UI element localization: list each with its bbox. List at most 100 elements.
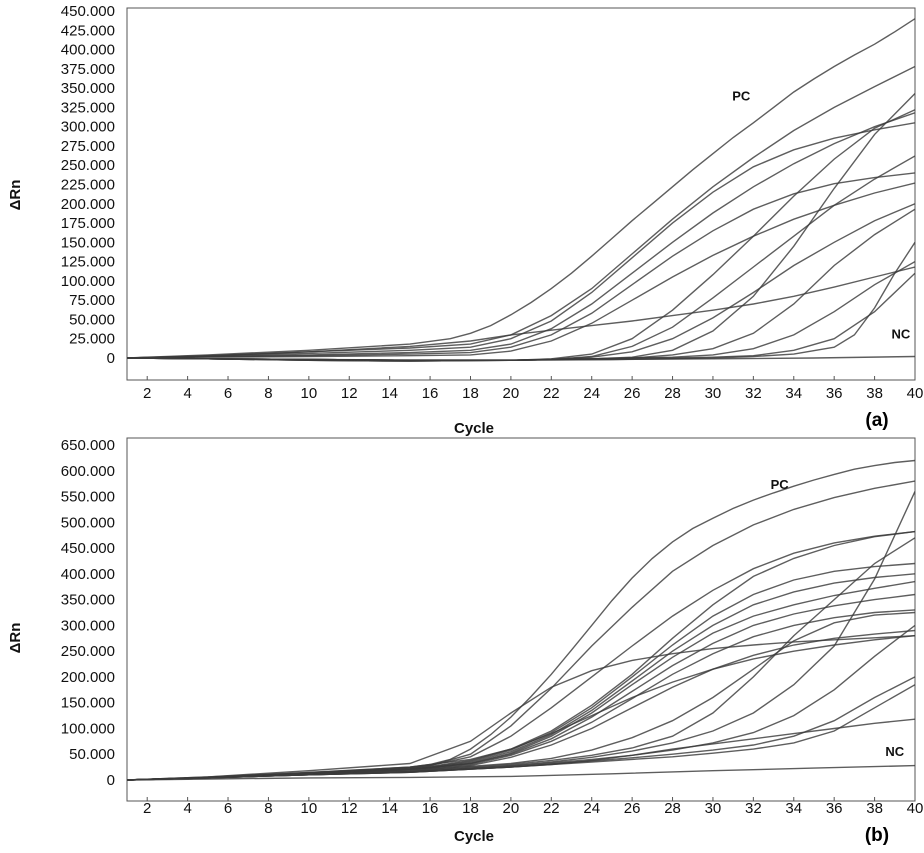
- x-tick-label: 8: [264, 385, 272, 402]
- annotation-nc: NC: [891, 327, 910, 342]
- x-tick-label: 10: [301, 385, 318, 402]
- panel-label: (b): [865, 825, 889, 846]
- x-tick-label: 22: [543, 800, 560, 817]
- x-tick-label: 26: [624, 385, 641, 402]
- y-tick-label: 300.000: [61, 119, 115, 136]
- chart-panel-a: 2 4 6 8 10 12 14 16 18 20 22 24 26 28 30 32 34 36 38 40025.…: [7, 3, 923, 437]
- y-tick-label: 600.000: [61, 463, 115, 480]
- y-tick-label: 275.000: [61, 138, 115, 155]
- y-tick-label: 650.000: [61, 437, 115, 454]
- x-tick-label: 24: [583, 800, 600, 817]
- y-tick-label: 75.000: [69, 292, 115, 309]
- series-line-20: [127, 764, 915, 781]
- series-line-3: [127, 122, 915, 359]
- y-tick-label: 300.000: [61, 617, 115, 634]
- series-group: [127, 18, 915, 362]
- x-tick-label: 20: [503, 800, 520, 817]
- panel-label: (a): [865, 410, 888, 431]
- x-tick-label: 14: [381, 800, 398, 817]
- y-tick-label: 125.000: [61, 254, 115, 271]
- x-tick-label: 10: [301, 800, 318, 817]
- chart-panel-b: 2 4 6 8 10 12 14 16 18 20 22 24 26 28 30 32 34 36 38 40050.…: [7, 437, 923, 846]
- x-tick-label: 18: [462, 385, 479, 402]
- x-tick-label: 34: [785, 800, 802, 817]
- y-tick-label: 50.000: [69, 746, 115, 763]
- x-tick-label: 12: [341, 385, 358, 402]
- series-group: [127, 459, 915, 781]
- x-tick-label: 12: [341, 800, 358, 817]
- series-line-7: [127, 266, 915, 359]
- y-tick-label: 550.000: [61, 489, 115, 506]
- annotation-pc: PC: [732, 88, 751, 103]
- series-line-11: [127, 635, 915, 781]
- series-line-10: [127, 629, 915, 781]
- x-tick-label: 36: [826, 385, 843, 402]
- plot-frame: [126, 437, 916, 802]
- x-tick-label: 32: [745, 800, 762, 817]
- x-tick-label: 4: [183, 385, 191, 402]
- y-tick-label: 450.000: [61, 3, 115, 20]
- x-tick-label: 20: [503, 385, 520, 402]
- x-tick-label: 24: [583, 385, 600, 402]
- y-tick-label: 0: [107, 772, 115, 789]
- y-tick-label: 400.000: [61, 42, 115, 59]
- y-tick-label: 225.000: [61, 177, 115, 194]
- x-tick-label: 30: [705, 385, 722, 402]
- x-tick-label: 30: [705, 800, 722, 817]
- y-tick-label: 100.000: [61, 720, 115, 737]
- x-tick-label: 8: [264, 800, 272, 817]
- y-tick-label: 500.000: [61, 514, 115, 531]
- series-line-1: [127, 18, 915, 359]
- y-axis-label: ΔRn: [7, 180, 24, 211]
- x-tick-label: 22: [543, 385, 560, 402]
- x-axis-label: Cycle: [454, 420, 494, 437]
- series-line-5: [127, 172, 915, 359]
- y-tick-label: 375.000: [61, 61, 115, 78]
- y-tick-label: 250.000: [61, 643, 115, 660]
- series-line-19: [127, 718, 915, 781]
- y-tick-label: 150.000: [61, 234, 115, 251]
- y-tick-label: 250.000: [61, 157, 115, 174]
- y-tick-label: 200.000: [61, 669, 115, 686]
- x-tick-label: 18: [462, 800, 479, 817]
- y-tick-label: 350.000: [61, 592, 115, 609]
- y-tick-label: 400.000: [61, 566, 115, 583]
- series-line-4: [127, 112, 915, 359]
- x-tick-label: 6: [224, 800, 232, 817]
- x-tick-label: 38: [866, 385, 883, 402]
- x-tick-label: 4: [183, 800, 191, 817]
- x-tick-label: 40: [907, 385, 924, 402]
- y-tick-label: 25.000: [69, 331, 115, 348]
- x-tick-label: 34: [785, 385, 802, 402]
- series-line-16: [127, 355, 915, 361]
- x-tick-label: 36: [826, 800, 843, 817]
- x-tick-label: 26: [624, 800, 641, 817]
- x-tick-label: 14: [381, 385, 398, 402]
- annotation-pc: PC: [771, 477, 790, 492]
- y-tick-label: 0: [107, 350, 115, 367]
- y-tick-label: 325.000: [61, 99, 115, 116]
- x-tick-label: 6: [224, 385, 232, 402]
- series-line-2: [127, 65, 915, 359]
- series-line-12: [127, 635, 915, 781]
- x-tick-label: 38: [866, 800, 883, 817]
- series-line-10: [127, 203, 915, 362]
- annotation-nc: NC: [885, 744, 904, 759]
- y-tick-label: 425.000: [61, 22, 115, 39]
- y-tick-label: 350.000: [61, 80, 115, 97]
- x-tick-label: 40: [907, 800, 924, 817]
- x-tick-label: 32: [745, 385, 762, 402]
- y-tick-label: 150.000: [61, 695, 115, 712]
- x-tick-label: 2: [143, 385, 151, 402]
- x-tick-label: 2: [143, 800, 151, 817]
- x-tick-label: 28: [664, 800, 681, 817]
- y-tick-label: 50.000: [69, 311, 115, 328]
- plot-frame: [126, 7, 916, 381]
- y-axis-label: ΔRn: [7, 623, 24, 654]
- y-tick-label: 200.000: [61, 196, 115, 213]
- x-axis-label: Cycle: [454, 828, 494, 845]
- x-tick-label: 16: [422, 800, 439, 817]
- series-line-6: [127, 182, 915, 359]
- x-tick-label: 16: [422, 385, 439, 402]
